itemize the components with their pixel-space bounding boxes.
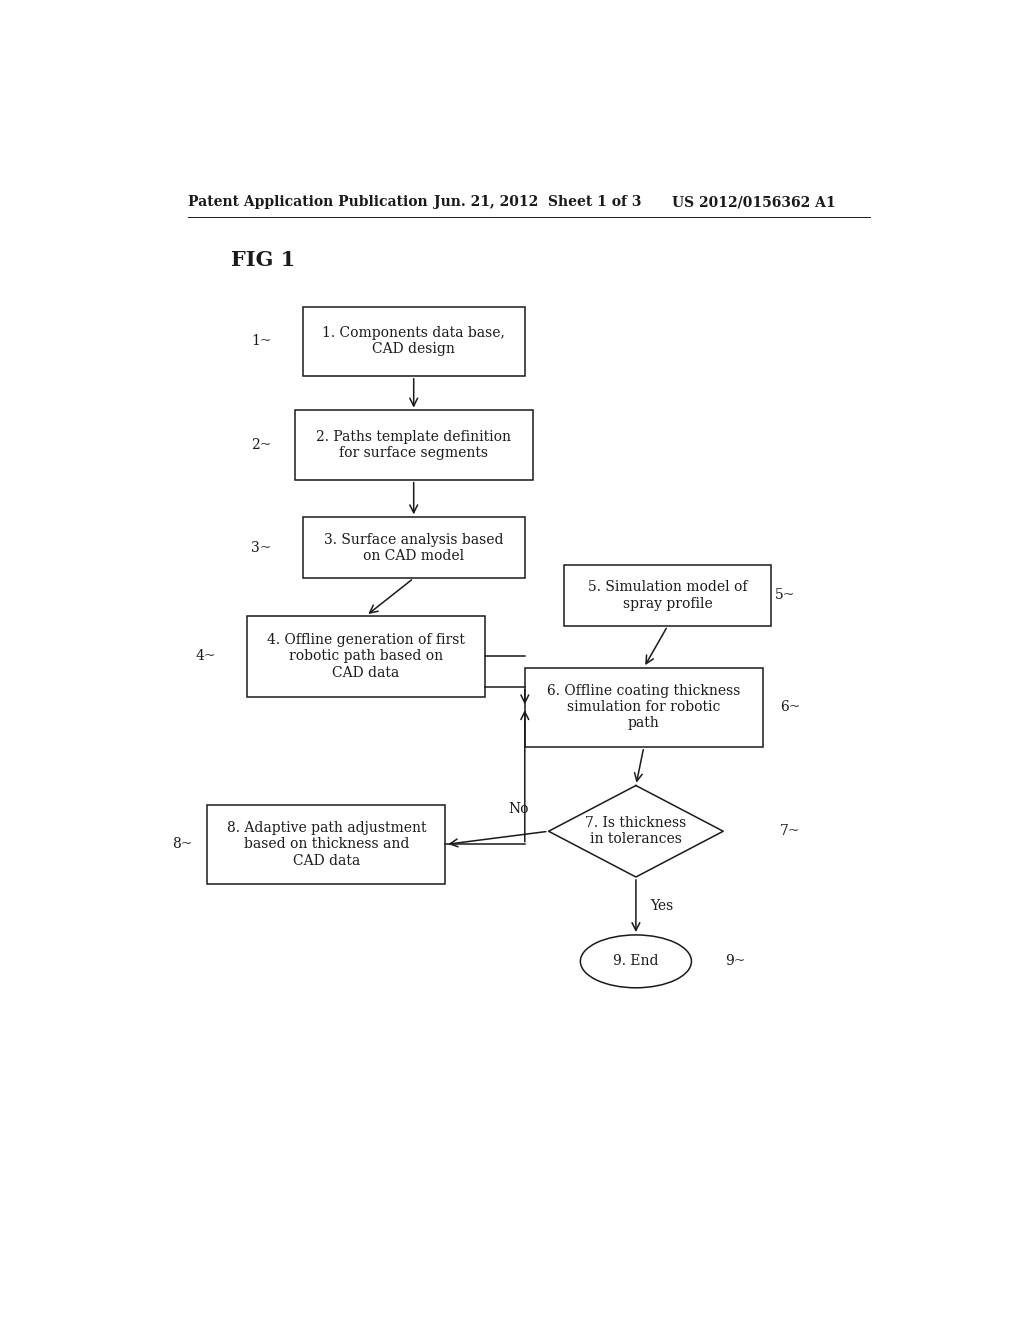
Text: 4. Offline generation of first
robotic path based on
CAD data: 4. Offline generation of first robotic p… [267,634,465,680]
Text: Yes: Yes [650,899,674,913]
Text: 3~: 3~ [251,541,271,554]
Text: 1. Components data base,
CAD design: 1. Components data base, CAD design [323,326,505,356]
Text: 9~: 9~ [726,954,745,969]
Text: 6. Offline coating thickness
simulation for robotic
path: 6. Offline coating thickness simulation … [547,684,740,730]
FancyBboxPatch shape [207,805,445,884]
Text: 4~: 4~ [196,649,216,664]
FancyBboxPatch shape [524,668,763,747]
Text: 7. Is thickness
in tolerances: 7. Is thickness in tolerances [586,816,686,846]
Ellipse shape [581,935,691,987]
Text: 1~: 1~ [251,334,271,348]
FancyBboxPatch shape [303,517,524,578]
Text: FIG 1: FIG 1 [231,249,295,271]
Text: US 2012/0156362 A1: US 2012/0156362 A1 [672,195,836,209]
Text: 5. Simulation model of
spray profile: 5. Simulation model of spray profile [588,581,748,611]
Text: 6~: 6~ [780,700,801,714]
FancyBboxPatch shape [303,306,524,376]
Text: Patent Application Publication: Patent Application Publication [187,195,427,209]
FancyBboxPatch shape [564,565,771,626]
Text: 7~: 7~ [780,824,801,838]
Text: 2~: 2~ [251,438,271,451]
Text: 3. Surface analysis based
on CAD model: 3. Surface analysis based on CAD model [324,532,504,562]
Text: Jun. 21, 2012  Sheet 1 of 3: Jun. 21, 2012 Sheet 1 of 3 [433,195,641,209]
FancyBboxPatch shape [247,615,485,697]
Text: 5~: 5~ [775,589,796,602]
Text: 9. End: 9. End [613,954,658,969]
FancyBboxPatch shape [295,411,532,479]
Text: No: No [508,803,528,816]
Text: 2. Paths template definition
for surface segments: 2. Paths template definition for surface… [316,430,511,461]
Text: 8~: 8~ [172,837,193,851]
Text: 8. Adaptive path adjustment
based on thickness and
CAD data: 8. Adaptive path adjustment based on thi… [226,821,426,867]
